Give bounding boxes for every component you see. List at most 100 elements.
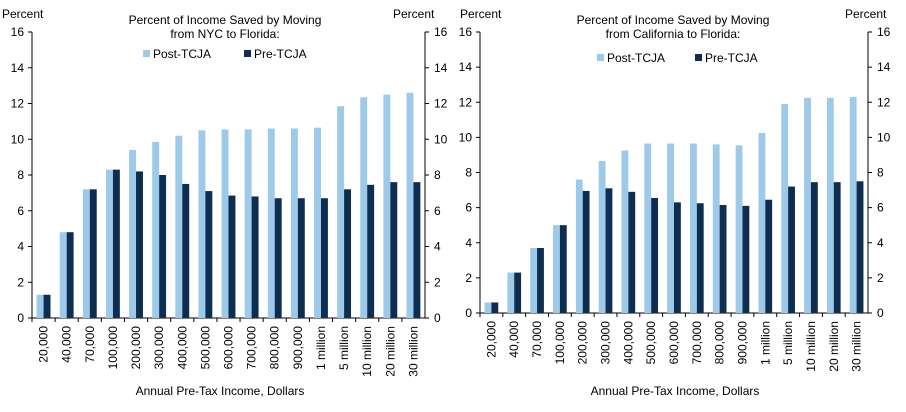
category-label: 10 million (360, 326, 374, 377)
legend-swatch (244, 50, 251, 57)
bar-post-tcja-13 (314, 127, 321, 318)
bar-post-tcja-8 (644, 143, 652, 313)
left-tick-label: 16 (459, 25, 473, 39)
left-tick-label: 4 (17, 240, 24, 254)
category-label: 200,000 (576, 321, 590, 365)
bar-pre-tcja-2 (514, 272, 522, 313)
bar-post-tcja-1 (36, 294, 44, 318)
bar-pre-tcja-8 (651, 197, 659, 313)
bar-post-tcja-10 (689, 143, 697, 313)
category-label: 400,000 (621, 321, 635, 365)
category-label: 1 million (758, 321, 772, 365)
category-label: 30 million (406, 326, 420, 377)
bar-pre-tcja-17 (856, 181, 864, 313)
right-tick-label: 6 (877, 201, 884, 215)
bar-post-tcja-11 (267, 128, 275, 318)
right-tick-label: 10 (434, 132, 448, 146)
left-tick-label: 12 (459, 95, 473, 109)
left-tick-label: 4 (465, 236, 472, 250)
category-label: 20,000 (484, 321, 498, 358)
bar-post-tcja-16 (383, 94, 391, 318)
category-label: 800,000 (268, 326, 282, 370)
bar-pre-tcja-10 (696, 203, 704, 313)
bar-post-tcja-2 (59, 232, 67, 318)
bar-pre-tcja-5 (582, 190, 590, 313)
left-tick-label: 8 (465, 166, 472, 180)
category-label: 70,000 (530, 321, 544, 358)
category-label: 40,000 (60, 326, 74, 363)
bar-pre-tcja-12 (297, 198, 305, 318)
left-axis-unit: Percent (2, 7, 44, 21)
right-tick-label: 14 (877, 60, 891, 74)
bar-pre-tcja-13 (320, 198, 328, 318)
bar-post-tcja-5 (575, 179, 583, 313)
category-label: 500,000 (644, 321, 658, 365)
left-tick-label: 14 (459, 60, 473, 74)
bar-pre-tcja-8 (205, 191, 213, 318)
category-label: 600,000 (667, 321, 681, 365)
bar-pre-tcja-7 (182, 183, 190, 318)
bar-post-tcja-9 (667, 143, 674, 313)
right-tick-label: 14 (434, 61, 448, 75)
legend-label: Pre-TCJA (254, 47, 307, 61)
bar-post-tcja-3 (82, 189, 90, 318)
category-label: 300,000 (599, 321, 613, 365)
bar-pre-tcja-6 (605, 188, 613, 313)
right-tick-label: 4 (434, 240, 441, 254)
bar-pre-tcja-14 (344, 189, 352, 318)
bar-post-tcja-8 (198, 130, 206, 318)
bar-post-tcja-13 (758, 132, 766, 313)
category-label: 20 million (827, 321, 841, 372)
category-label: 900,000 (735, 321, 749, 365)
bar-pre-tcja-11 (274, 198, 282, 318)
right-tick-label: 12 (434, 97, 448, 111)
bar-post-tcja-15 (360, 97, 368, 319)
bar-pre-tcja-12 (742, 205, 750, 313)
legend-swatch (143, 50, 150, 57)
bar-post-tcja-14 (781, 104, 789, 313)
bar-pre-tcja-3 (537, 248, 544, 313)
bar-post-tcja-14 (337, 106, 345, 319)
chart-title-line: Percent of Income Saved by Moving (577, 13, 770, 27)
right-tick-label: 0 (434, 311, 441, 325)
chart-panel-1: Percent Percent Percent of Income Saved by… (2, 7, 448, 398)
right-tick-label: 12 (877, 95, 891, 109)
left-tick-label: 14 (11, 61, 25, 75)
category-label: 600,000 (222, 326, 236, 370)
category-label: 800,000 (713, 321, 727, 365)
category-label: 400,000 (175, 326, 189, 370)
left-tick-label: 2 (465, 271, 472, 285)
category-label: 700,000 (690, 321, 704, 365)
left-tick-label: 12 (11, 97, 25, 111)
chart-title-line: Percent of Income Saved by Moving (129, 13, 322, 27)
bar-post-tcja-6 (152, 141, 160, 318)
right-tick-label: 6 (434, 204, 441, 218)
right-tick-label: 16 (434, 25, 448, 39)
bar-pre-tcja-1 (491, 302, 499, 313)
bar-post-tcja-16 (826, 97, 834, 313)
chart-title-line: from California to Florida: (606, 27, 741, 41)
right-tick-label: 4 (877, 236, 884, 250)
left-tick-label: 0 (17, 311, 24, 325)
right-tick-label: 2 (877, 271, 884, 285)
category-label: 900,000 (291, 326, 305, 370)
chart-panel-2: Percent Percent Percent of Income Saved by… (459, 7, 891, 398)
category-label: 200,000 (129, 326, 143, 370)
legend-label: Post-TCJA (153, 47, 211, 61)
left-tick-label: 10 (11, 132, 25, 146)
legend-label: Post-TCJA (607, 51, 665, 65)
bar-post-tcja-2 (507, 272, 515, 313)
bar-post-tcja-10 (244, 129, 252, 318)
bar-pre-tcja-4 (112, 169, 120, 318)
left-tick-label: 6 (17, 204, 24, 218)
category-label: 5 million (337, 326, 351, 370)
bar-post-tcja-9 (221, 129, 229, 318)
category-label: 20 million (383, 326, 397, 377)
chart-title-line: from NYC to Florida: (170, 27, 279, 41)
right-tick-label: 16 (877, 25, 891, 39)
bar-post-tcja-15 (804, 97, 811, 313)
category-label: 20,000 (37, 326, 51, 363)
left-tick-label: 16 (11, 25, 25, 39)
left-tick-label: 6 (465, 201, 472, 215)
